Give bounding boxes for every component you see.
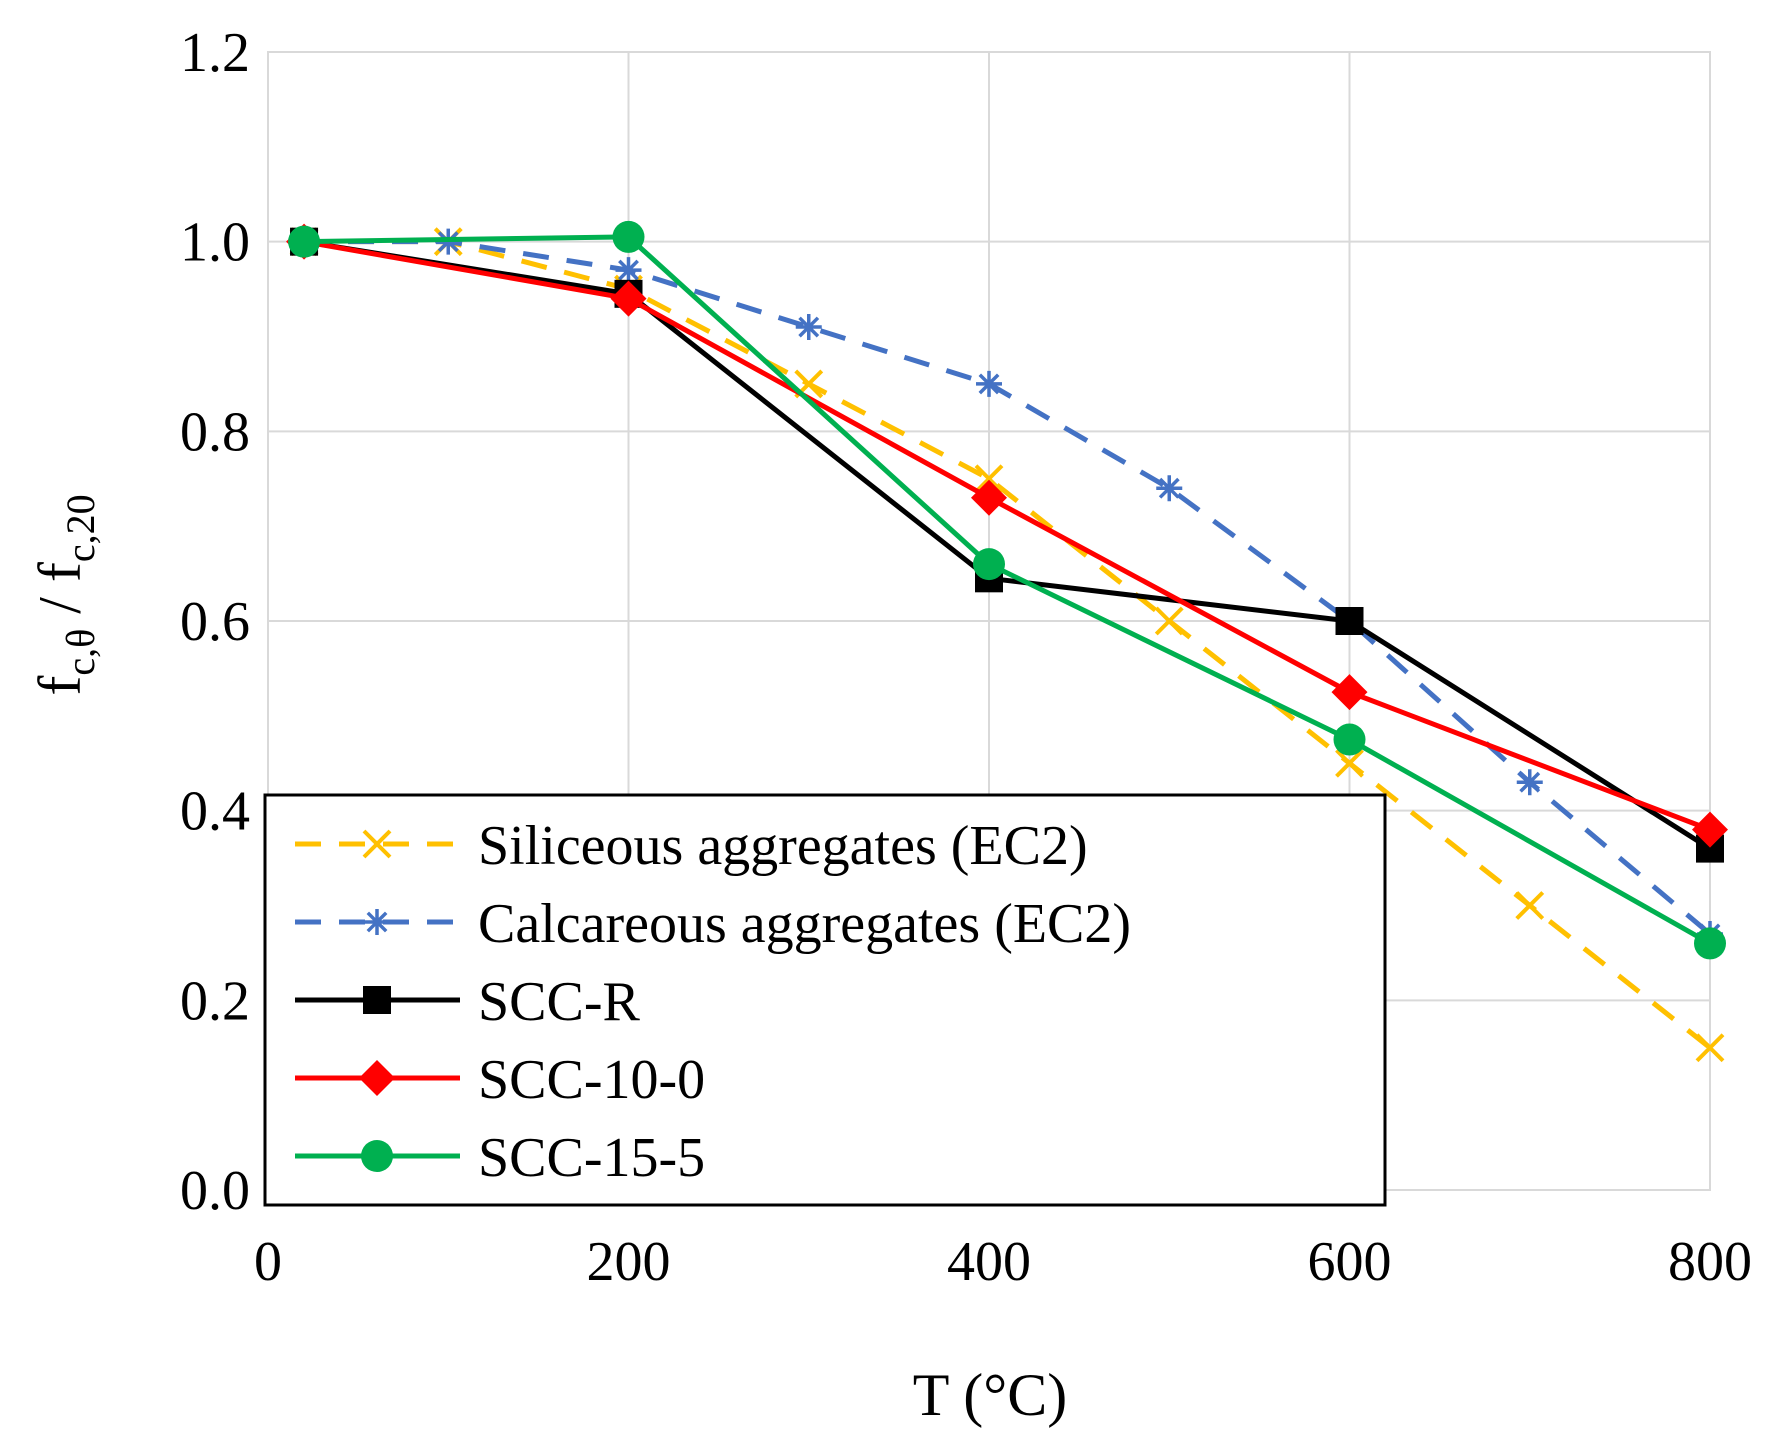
legend-swatch-marker: [359, 1060, 395, 1096]
series-layer: [286, 220, 1728, 1063]
legend-swatch-marker: [364, 909, 390, 935]
data-point-scc-15-5: [612, 220, 645, 253]
data-point-calcareous-aggregates-ec2: [615, 257, 642, 284]
data-point-scc-15-5: [1333, 723, 1366, 756]
y-tick-label: 1.0: [180, 212, 250, 274]
series-scc-15-5: [288, 220, 1726, 960]
data-point-calcareous-aggregates-ec2: [1156, 475, 1183, 502]
x-tick-label: 200: [587, 1231, 671, 1293]
data-point-scc-15-5: [288, 225, 321, 258]
data-point-scc-10-0: [971, 479, 1007, 516]
data-point-calcareous-aggregates-ec2: [976, 370, 1002, 397]
legend-item-scc-r: SCC-R: [295, 971, 640, 1033]
x-tick-label: 0: [254, 1231, 282, 1293]
y-axis-title-base1: f: [27, 676, 93, 696]
legend-item-scc-15-5: SCC-15-5: [295, 1127, 705, 1189]
data-point-siliceous-aggregates-ec2: [1335, 748, 1364, 778]
y-tick-label: 0.0: [180, 1160, 250, 1222]
x-axis-title: T (°C): [913, 1362, 1068, 1428]
y-tick-label: 0.6: [180, 591, 250, 653]
legend-swatch-marker: [361, 1140, 393, 1172]
legend-item-siliceous-aggregates-ec2: Siliceous aggregates (EC2): [295, 815, 1088, 877]
legend-label: SCC-R: [478, 971, 640, 1033]
legend-swatch-marker: [363, 986, 391, 1014]
y-tick-label: 1.2: [180, 22, 250, 84]
data-point-siliceous-aggregates-ec2: [1515, 891, 1545, 920]
legend-item-calcareous-aggregates-ec2: Calcareous aggregates (EC2): [295, 893, 1131, 955]
data-point-siliceous-aggregates-ec2: [1695, 1033, 1725, 1063]
x-tick-label: 800: [1668, 1231, 1752, 1293]
y-axis-title-base2: f: [27, 562, 93, 582]
y-axis-title-sub1: c,θ: [58, 629, 103, 676]
data-point-calcareous-aggregates-ec2: [1516, 769, 1543, 796]
y-axis-title-sub2: c,20: [58, 494, 103, 562]
x-tick-label: 400: [947, 1231, 1031, 1293]
y-tick-label: 0.2: [180, 970, 250, 1032]
data-point-calcareous-aggregates-ec2: [795, 314, 822, 341]
legend-label: SCC-15-5: [478, 1127, 705, 1189]
data-point-scc-10-0: [1331, 674, 1368, 711]
data-point-siliceous-aggregates-ec2: [1154, 606, 1184, 636]
legend-swatch-marker: [362, 829, 392, 859]
y-axis-title: fc,θ / fc,20: [27, 494, 103, 695]
x-tick-label: 600: [1308, 1231, 1392, 1293]
data-point-scc-10-0: [610, 280, 647, 317]
legend: Siliceous aggregates (EC2) Calcareous agg…: [263, 793, 1387, 1207]
y-tick-label: 0.4: [180, 781, 250, 843]
data-point-siliceous-aggregates-ec2: [974, 464, 1004, 494]
legend-item-scc-10-0: SCC-10-0: [295, 1049, 705, 1111]
y-axis-title-separator: /: [27, 582, 93, 629]
data-point-scc-15-5: [1694, 927, 1726, 960]
legend-label: SCC-10-0: [478, 1049, 705, 1111]
y-tick-label: 0.8: [180, 401, 250, 463]
data-point-scc-15-5: [973, 548, 1005, 581]
x-axis-tick-labels: 0 200 400 600 800: [254, 1231, 1752, 1293]
data-point-scc-r: [1335, 607, 1364, 635]
y-axis-tick-labels: 0.0 0.2 0.4 0.6 0.8 1.0 1.2: [180, 22, 250, 1222]
legend-label: Siliceous aggregates (EC2): [478, 815, 1088, 877]
data-point-scc-10-0: [1692, 811, 1728, 848]
legend-label: Calcareous aggregates (EC2): [478, 893, 1131, 955]
